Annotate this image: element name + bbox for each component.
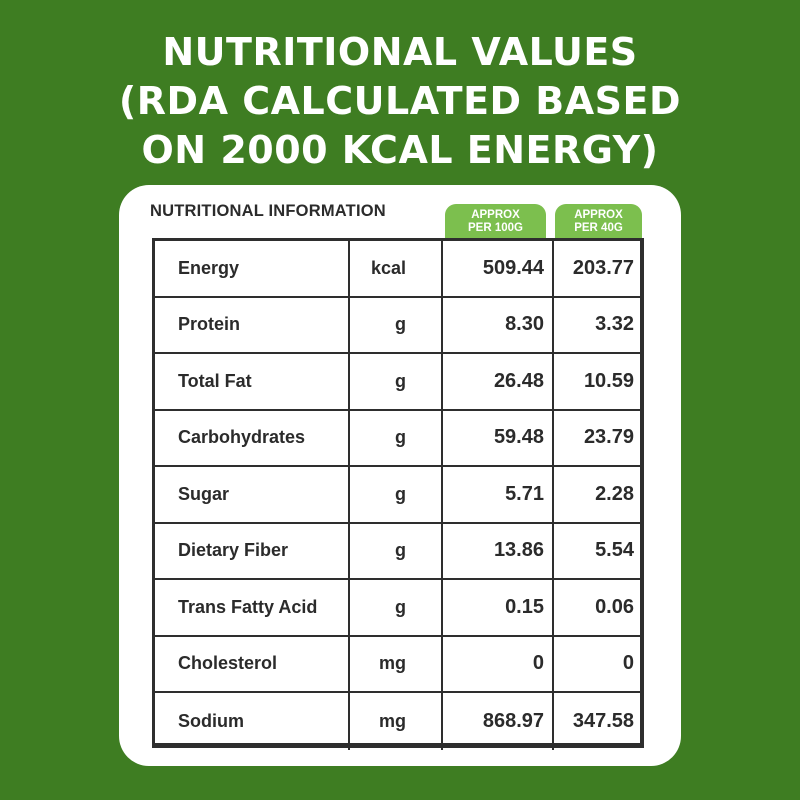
title-line-1: NUTRITIONAL VALUES [162, 30, 638, 74]
value-per-40g: 0.06 [595, 595, 634, 618]
nutrient-name: Trans Fatty Acid [155, 580, 350, 635]
table-row: Carbohydrates g 59.48 23.79 [155, 410, 640, 467]
table-row: Energy kcal 509.44 203.77 [155, 241, 640, 298]
nutrient-unit: g [350, 467, 443, 522]
nutrient-name: Sodium [155, 693, 350, 750]
value-per-100g: 509.44 [443, 241, 554, 296]
nutrient-unit: mg [350, 636, 443, 691]
nutrient-name: Carbohydrates [155, 410, 350, 465]
value-per-100g: 8.30 [443, 297, 554, 352]
value-per-40g: 3.32 [595, 313, 634, 336]
value-per-40g: 0 [622, 652, 634, 675]
per-100g-header-line-1: APPROX [471, 209, 520, 221]
table-row: Trans Fatty Acid g 0.15 0.06 [155, 580, 640, 637]
table-row: Protein g 8.30 3.32 [155, 297, 640, 354]
value-per-40g: 203.77 [572, 256, 634, 279]
nutrient-unit: g [350, 354, 443, 409]
title-line-3: ON 2000 KCAL ENERGY) [141, 128, 659, 172]
title-line-2: (RDA CALCULATED BASED [118, 79, 682, 123]
value-per-100g: 0 [443, 636, 554, 691]
nutrient-unit: kcal [350, 241, 443, 296]
nutrient-unit: g [350, 523, 443, 578]
per-40g-header-line-1: APPROX [574, 209, 623, 221]
nutrition-info-heading: NUTRITIONAL INFORMATION [150, 202, 386, 220]
page-title: NUTRITIONAL VALUES (RDA CALCULATED BASED… [0, 28, 800, 175]
value-per-40g: 347.58 [572, 709, 634, 732]
table-row: Sugar g 5.71 2.28 [155, 467, 640, 524]
nutrient-name: Dietary Fiber [155, 523, 350, 578]
per-100g-header-line-2: PER 100G [468, 222, 523, 234]
per-40g-header-line-2: PER 40G [574, 222, 623, 234]
value-per-40g: 2.28 [595, 482, 634, 505]
value-per-40g: 5.54 [595, 539, 634, 562]
nutrition-table: Energy kcal 509.44 203.77 Protein g 8.30… [152, 238, 644, 750]
value-per-100g: 13.86 [443, 523, 554, 578]
value-per-100g: 5.71 [443, 467, 554, 522]
nutrient-unit: mg [350, 693, 443, 750]
table-row: Dietary Fiber g 13.86 5.54 [155, 523, 640, 580]
value-per-100g: 868.97 [443, 693, 554, 750]
nutrient-unit: g [350, 410, 443, 465]
nutrient-name: Protein [155, 297, 350, 352]
table-row: Sodium mg 868.97 347.58 [155, 693, 640, 750]
value-per-40g: 10.59 [583, 369, 634, 392]
table-row: Cholesterol mg 0 0 [155, 636, 640, 693]
nutrient-unit: g [350, 297, 443, 352]
per-100g-column-header: APPROX PER 100G [445, 204, 546, 240]
value-per-100g: 0.15 [443, 580, 554, 635]
table-row: Total Fat g 26.48 10.59 [155, 354, 640, 411]
nutrient-name: Sugar [155, 467, 350, 522]
nutrition-card: NUTRITIONAL INFORMATION APPROX PER 100G … [119, 185, 681, 766]
nutrient-name: Total Fat [155, 354, 350, 409]
nutrient-unit: g [350, 580, 443, 635]
value-per-100g: 26.48 [443, 354, 554, 409]
nutrient-name: Cholesterol [155, 636, 350, 691]
value-per-40g: 23.79 [583, 426, 634, 449]
nutrient-name: Energy [155, 241, 350, 296]
per-40g-column-header: APPROX PER 40G [555, 204, 642, 240]
value-per-100g: 59.48 [443, 410, 554, 465]
